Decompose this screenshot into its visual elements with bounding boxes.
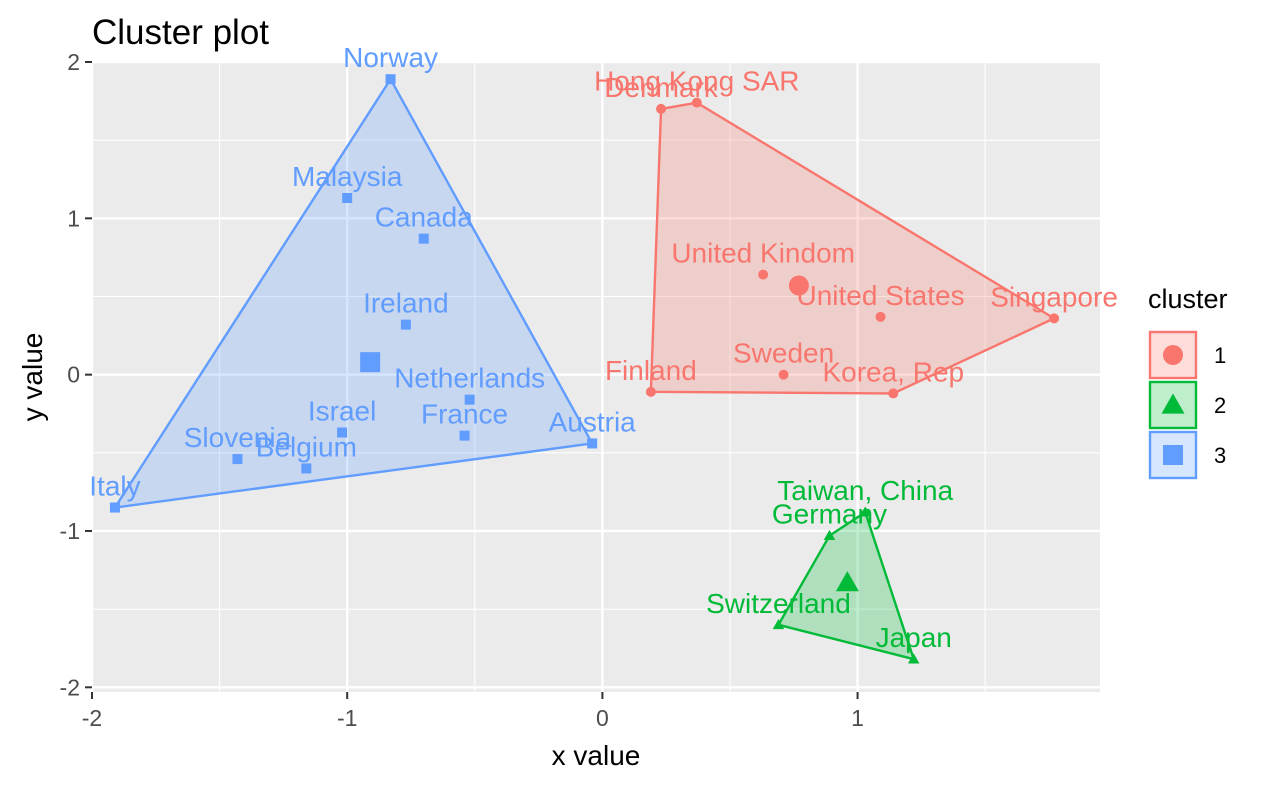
label-united-kindom: United Kindom — [671, 238, 855, 269]
label-hong-kong-sar: Hong Kong SAR — [594, 66, 799, 97]
legend-key-1-marker — [1163, 345, 1183, 365]
point-hong-kong-sar — [691, 97, 702, 108]
point-finland — [645, 386, 656, 397]
point-malaysia — [342, 193, 353, 204]
x-tick-label: -1 — [337, 705, 357, 731]
plot-panel — [92, 62, 1100, 692]
label-sweden: Sweden — [733, 338, 834, 369]
point-taiwan-china — [859, 506, 871, 517]
point-korea-rep — [888, 388, 899, 399]
point-united-kindom — [758, 269, 769, 280]
legend-key-2 — [1148, 380, 1198, 430]
point-singapore — [1049, 313, 1060, 324]
point-norway — [385, 74, 396, 85]
point-netherlands — [464, 394, 475, 405]
label-malaysia: Malaysia — [292, 161, 403, 192]
x-axis-title: x value — [552, 740, 641, 771]
point-france — [459, 430, 470, 441]
legend-key-3-marker — [1163, 445, 1183, 465]
cluster-1-center — [788, 275, 809, 296]
cluster-3-center — [360, 352, 381, 373]
label-italy: Italy — [89, 471, 140, 502]
point-switzerland — [772, 619, 785, 630]
label-japan: Japan — [876, 622, 952, 653]
point-japan — [907, 653, 920, 664]
cluster-centers — [360, 275, 859, 592]
label-austria: Austria — [549, 406, 637, 437]
label-belgium: Belgium — [256, 431, 357, 462]
legend: cluster 1 2 3 — [1148, 284, 1228, 480]
point-belgium — [301, 463, 312, 474]
label-israel: Israel — [308, 395, 376, 426]
data-points — [109, 74, 1060, 664]
point-slovenia — [232, 454, 243, 465]
label-korea-rep: Korea, Rep — [822, 356, 964, 387]
legend-keys: 1 2 3 — [1148, 330, 1226, 480]
point-denmark — [656, 103, 667, 114]
legend-label-1: 1 — [1214, 343, 1226, 368]
point-germany — [823, 529, 836, 540]
point-sweden — [778, 369, 789, 380]
cluster-1-hull — [649, 101, 1056, 395]
point-canada — [418, 233, 429, 244]
point-united-states — [875, 311, 886, 322]
label-norway: Norway — [343, 42, 438, 73]
legend-label-3: 3 — [1214, 443, 1226, 468]
legend-title: cluster — [1148, 284, 1228, 314]
y-tick-label: -2 — [60, 674, 80, 700]
x-tick-label: 0 — [596, 705, 609, 731]
label-singapore: Singapore — [990, 281, 1118, 312]
label-slovenia: Slovenia — [184, 422, 292, 453]
y-tick-label: 2 — [67, 49, 80, 75]
label-united-states: United States — [796, 280, 964, 311]
point-ireland — [400, 319, 411, 330]
point-austria — [587, 438, 598, 449]
label-germany: Germany — [772, 499, 887, 530]
label-france: France — [421, 399, 508, 430]
label-switzerland: Switzerland — [706, 588, 851, 619]
y-tick-label: 1 — [67, 205, 80, 231]
legend-key-1 — [1148, 330, 1198, 380]
y-tick-label: -1 — [60, 518, 80, 544]
label-canada: Canada — [375, 202, 474, 233]
legend-label-2: 2 — [1214, 393, 1226, 418]
label-taiwan-china: Taiwan, China — [777, 475, 953, 506]
y-axis-title: y value — [17, 333, 48, 422]
x-tick-label: -2 — [82, 705, 102, 731]
legend-key-2-marker — [1161, 393, 1185, 414]
y-tick-label: 0 — [67, 362, 80, 388]
x-axis-ticks: -2 -1 0 1 — [82, 692, 864, 731]
grid-minor — [92, 62, 1100, 692]
point-israel — [337, 427, 348, 438]
grid-major — [90, 60, 1100, 692]
point-italy — [109, 502, 120, 513]
chart-title: Cluster plot — [92, 13, 269, 52]
cluster-2-center — [835, 571, 859, 592]
label-finland: Finland — [605, 355, 697, 386]
label-denmark: Denmark — [604, 72, 719, 103]
label-netherlands: Netherlands — [394, 363, 545, 394]
label-ireland: Ireland — [363, 288, 449, 319]
x-tick-label: 1 — [851, 705, 864, 731]
y-axis-ticks: -2 -1 0 1 2 — [60, 49, 92, 700]
